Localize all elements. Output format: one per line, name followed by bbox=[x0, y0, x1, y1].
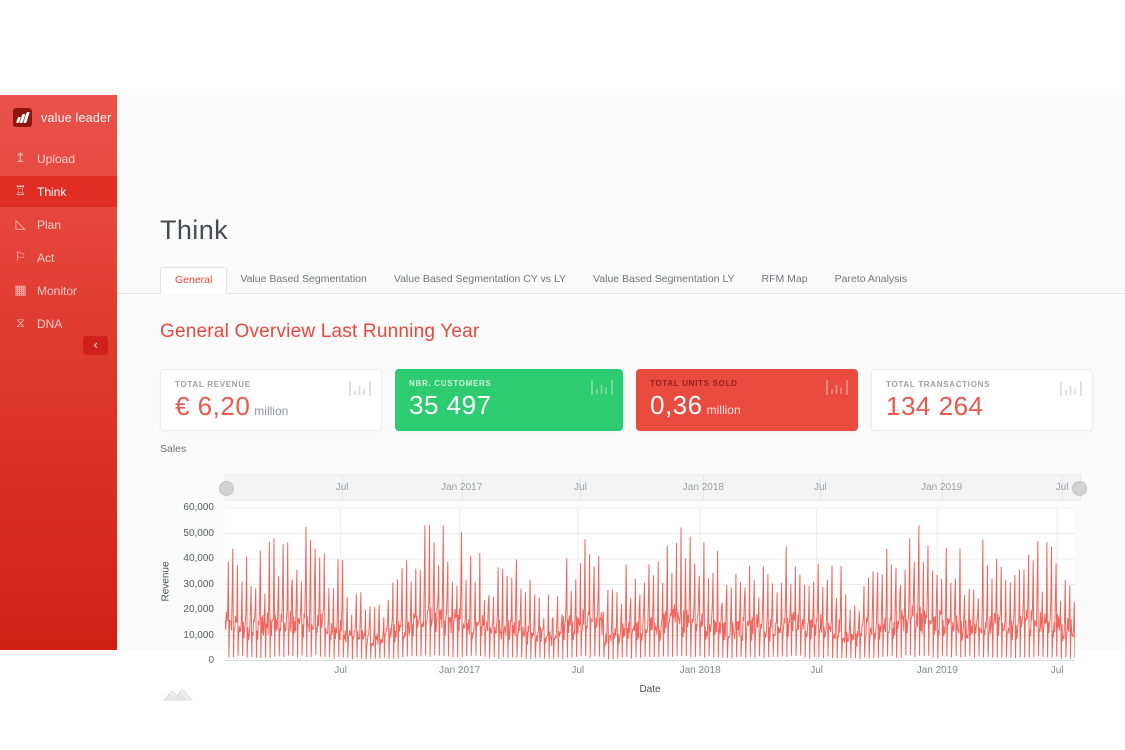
sidebar-item-label: Plan bbox=[37, 217, 62, 232]
sidebar-item-label: Upload bbox=[37, 151, 76, 166]
kpi-value: 134 264 bbox=[886, 391, 984, 421]
slider-tick-label: Jan 2018 bbox=[682, 482, 724, 493]
sidebar-item-monitor[interactable]: ▦ Monitor bbox=[0, 275, 117, 306]
tab-bar: General Value Based Segmentation Value B… bbox=[117, 267, 1125, 294]
logo-label: value leader bbox=[41, 110, 112, 125]
kpi-label: TOTAL UNITS SOLD bbox=[650, 379, 738, 388]
app-frame: value leader ↥ Upload ♖ Think ◺ Plan ⚐ A… bbox=[0, 95, 1125, 701]
sidebar-item-label: Think bbox=[37, 184, 67, 199]
range-slider-right-handle[interactable] bbox=[1072, 481, 1087, 496]
range-slider[interactable]: Jul Jan 2017 Jul Jan 2018 Jul Jan 2019 Jul bbox=[219, 474, 1087, 501]
kpi-value: 35 497 bbox=[409, 390, 492, 420]
tab-general[interactable]: General bbox=[160, 267, 228, 294]
sidebar-item-act[interactable]: ⚐ Act bbox=[0, 242, 117, 273]
chevron-left-icon: ‹ bbox=[93, 338, 98, 352]
slider-tick-label: Jan 2019 bbox=[921, 482, 963, 493]
x-axis-title: Date bbox=[639, 684, 661, 695]
revenue-chart[interactable] bbox=[224, 507, 1076, 661]
flag-icon: ⚐ bbox=[14, 250, 27, 265]
range-slider-left-handle[interactable] bbox=[219, 481, 234, 496]
sidebar-collapse-button[interactable]: ‹ bbox=[83, 336, 108, 355]
bar-chart-icon[interactable] bbox=[826, 379, 848, 401]
sidebar-menu: ↥ Upload ♖ Think ◺ Plan ⚐ Act ▦ Monito bbox=[0, 143, 117, 339]
slider-tick-label: Jul bbox=[1055, 482, 1069, 493]
area-chart-mode-icon[interactable] bbox=[162, 687, 194, 706]
chess-rook-icon: ♖ bbox=[14, 184, 27, 199]
kpi-suffix: million bbox=[706, 403, 741, 417]
tab-value-based-segmentation[interactable]: Value Based Segmentation bbox=[240, 273, 367, 285]
kpi-card-nbr-customers: NBR. CUSTOMERS 35 497 bbox=[395, 369, 623, 431]
bar-chart-icon[interactable] bbox=[591, 379, 613, 401]
kpi-card-total-transactions: TOTAL TRANSACTIONS 134 264 bbox=[871, 369, 1093, 431]
value-leader-logo-icon bbox=[13, 108, 32, 127]
grid-icon: ▦ bbox=[14, 283, 27, 298]
kpi-value: 0,36 bbox=[650, 390, 703, 420]
slider-tick-label: Jul bbox=[574, 482, 587, 493]
kpi-label: NBR. CUSTOMERS bbox=[409, 379, 492, 388]
tab-value-based-segmentation-ly[interactable]: Value Based Segmentation LY bbox=[593, 273, 735, 285]
slider-tick-label: Jan 2017 bbox=[441, 482, 483, 493]
section-heading: General Overview Last Running Year bbox=[160, 321, 480, 342]
chart-title: Sales bbox=[160, 443, 187, 455]
sidebar-item-label: Act bbox=[37, 250, 55, 265]
kpi-label: TOTAL TRANSACTIONS bbox=[886, 380, 991, 389]
bar-chart-icon[interactable] bbox=[349, 380, 371, 402]
kpi-label: TOTAL REVENUE bbox=[175, 380, 251, 389]
tab-value-based-segmentation-cy-vs-ly[interactable]: Value Based Segmentation CY vs LY bbox=[393, 273, 567, 285]
kpi-card-total-revenue: TOTAL REVENUE € 6,20 million bbox=[160, 369, 382, 431]
tab-pareto-analysis[interactable]: Pareto Analysis bbox=[834, 273, 907, 285]
y-axis-title: Revenue bbox=[160, 561, 172, 602]
sidebar-item-label: Monitor bbox=[37, 283, 78, 298]
slider-tick-label: Jul bbox=[335, 482, 349, 493]
sidebar-item-plan[interactable]: ◺ Plan bbox=[0, 209, 117, 240]
sidebar-logo[interactable]: value leader bbox=[0, 95, 117, 141]
set-square-icon: ◺ bbox=[15, 217, 26, 232]
sidebar-item-dna[interactable]: ⧖ DNA bbox=[0, 308, 117, 339]
tab-rfm-map[interactable]: RFM Map bbox=[761, 273, 808, 285]
page-title: Think bbox=[160, 215, 229, 245]
kpi-value: € 6,20 bbox=[175, 391, 251, 421]
kpi-card-total-units-sold: TOTAL UNITS SOLD 0,36 million bbox=[636, 369, 858, 431]
upload-icon: ↥ bbox=[15, 151, 26, 166]
sidebar-item-label: DNA bbox=[37, 316, 63, 331]
bar-chart-icon[interactable] bbox=[1060, 380, 1082, 402]
kpi-suffix: million bbox=[254, 404, 289, 418]
slider-tick-label: Jul bbox=[813, 482, 827, 493]
sidebar-item-think[interactable]: ♖ Think bbox=[0, 176, 117, 207]
sidebar-item-upload[interactable]: ↥ Upload bbox=[0, 143, 117, 174]
sidebar: value leader ↥ Upload ♖ Think ◺ Plan ⚐ A… bbox=[0, 95, 117, 650]
kpi-cards: TOTAL REVENUE € 6,20 million NBR. CUSTOME… bbox=[160, 369, 1093, 431]
hourglass-icon: ⧖ bbox=[15, 316, 26, 331]
